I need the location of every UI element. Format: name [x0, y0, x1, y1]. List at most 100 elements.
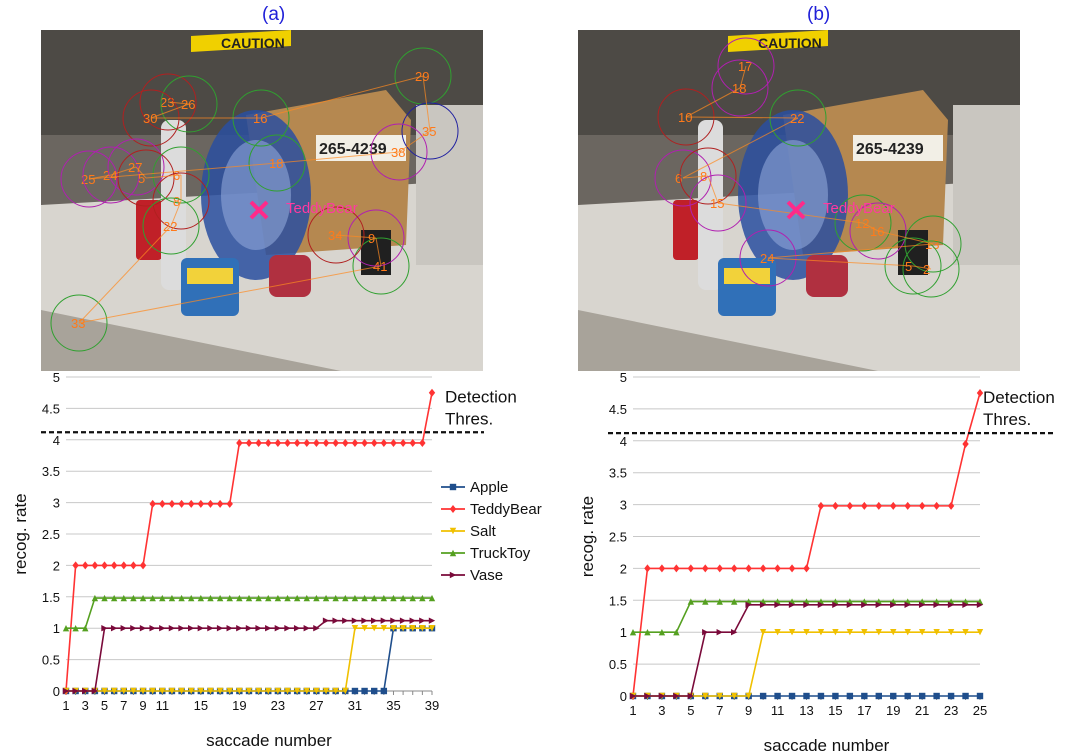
data-point: [947, 501, 955, 510]
caution-sign: [728, 30, 828, 52]
data-point: [284, 594, 291, 602]
threshold-label-line1: Detection: [983, 388, 1055, 407]
data-point: [197, 625, 205, 632]
data-point: [139, 561, 147, 570]
data-point: [322, 687, 330, 695]
data-point: [303, 687, 310, 695]
legend-label: Vase: [470, 567, 503, 584]
data-point: [687, 692, 695, 700]
data-point: [947, 601, 955, 608]
y-tick-label: 3: [53, 496, 60, 511]
data-point: [962, 692, 969, 700]
data-point: [409, 594, 416, 602]
series-teddybear: [62, 388, 436, 695]
data-point: [284, 687, 291, 695]
data-point: [361, 438, 368, 447]
data-point: [91, 687, 99, 695]
data-point: [399, 438, 407, 447]
fixation-circle: [654, 149, 712, 207]
y-tick-label: 1.5: [609, 593, 627, 608]
data-point: [832, 692, 839, 700]
data-point: [226, 625, 233, 632]
data-point: [130, 687, 137, 695]
data-point: [976, 601, 984, 608]
fixation-circle: [739, 229, 797, 287]
fixation-circle: [117, 149, 175, 207]
data-point: [149, 499, 156, 508]
x-tick-label: 9: [745, 703, 752, 718]
data-point: [380, 625, 388, 632]
data-point: [207, 625, 214, 632]
recognition-rate-chart-a: 00.511.522.533.544.551 3 5 7 9 11 15 19 23 27 31 35…: [11, 370, 542, 750]
data-point: [449, 505, 457, 513]
data-point: [178, 687, 185, 695]
data-point: [449, 549, 457, 557]
fixation-circle: [849, 202, 907, 260]
data-point: [139, 594, 147, 602]
data-point: [371, 594, 378, 602]
y-tick-label: 4.5: [609, 402, 627, 417]
fixation-number: 12: [855, 216, 869, 231]
data-point: [149, 594, 156, 602]
spam-can: [718, 258, 776, 316]
data-point: [159, 594, 166, 602]
data-point: [371, 617, 378, 624]
data-point: [419, 617, 426, 624]
data-point: [332, 594, 339, 602]
saccade-line: [88, 174, 112, 180]
data-point: [759, 601, 767, 608]
detected-object-label: TeddyBear: [286, 200, 358, 217]
data-point: [658, 564, 666, 573]
data-point: [846, 501, 854, 510]
data-point: [255, 625, 262, 632]
data-point: [293, 625, 301, 632]
data-point: [745, 601, 752, 608]
data-point: [788, 692, 796, 700]
x-tick-label: 23: [944, 703, 958, 718]
series-line: [65, 392, 433, 692]
data-point: [168, 594, 176, 602]
x-tick-label: 15: [828, 703, 842, 718]
data-point: [419, 594, 426, 602]
fixation-circle: [904, 215, 962, 273]
box-phone-text: 265-4239: [319, 141, 387, 158]
data-point: [419, 438, 426, 447]
y-tick-label: 2.5: [42, 527, 60, 542]
data-point: [342, 438, 349, 447]
data-point: [159, 625, 166, 632]
data-point: [361, 617, 368, 624]
data-point: [390, 617, 397, 624]
soup-can: [806, 255, 848, 297]
fixation-circle: [884, 237, 942, 295]
y-tick-label: 2: [620, 561, 627, 576]
data-point: [207, 594, 214, 602]
data-point: [449, 571, 457, 579]
data-point: [428, 388, 436, 397]
legend-item-apple: Apple: [441, 479, 508, 496]
fixation-circle: [679, 147, 737, 205]
data-point: [875, 501, 882, 510]
data-point: [197, 594, 205, 602]
fixation-circle: [160, 75, 218, 133]
x-tick-label: 27: [309, 698, 323, 713]
data-point: [82, 625, 89, 632]
data-point: [216, 625, 224, 632]
data-point: [255, 687, 262, 695]
y-axis-title: recog. rate: [578, 496, 597, 577]
data-point: [255, 438, 262, 447]
y-tick-label: 0: [53, 684, 60, 699]
data-point: [82, 561, 89, 570]
data-point: [731, 564, 738, 573]
y-tick-label: 5: [620, 370, 627, 385]
data-point: [702, 629, 709, 636]
data-point: [139, 687, 147, 695]
data-point: [861, 501, 868, 510]
fixation-number: 9: [368, 231, 375, 246]
data-point: [207, 499, 214, 508]
saccade-line: [170, 200, 182, 227]
fixation-circle: [347, 209, 405, 267]
data-point: [687, 598, 695, 605]
data-point: [449, 483, 457, 491]
data-point: [72, 625, 79, 632]
